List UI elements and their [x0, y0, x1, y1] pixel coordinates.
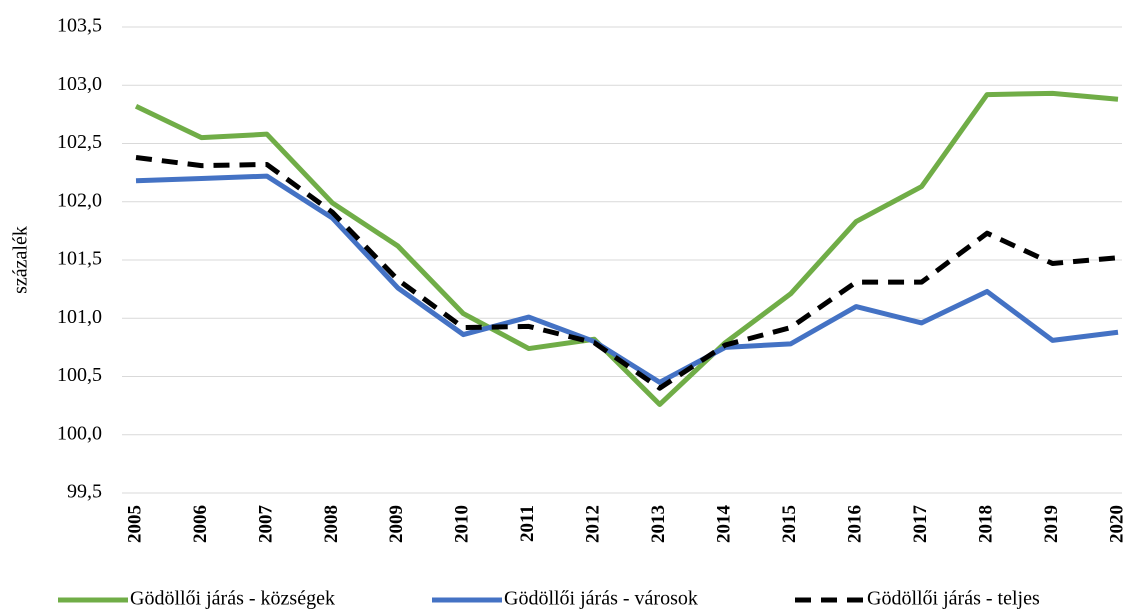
- series-line: [134, 90, 1119, 407]
- y-tick-label: 100,5: [57, 364, 102, 386]
- legend-label: Gödöllői járás - községek: [130, 588, 335, 610]
- x-tick-label: 2010: [452, 505, 473, 543]
- x-tick-label: 2019: [1041, 505, 1062, 543]
- x-tick-label: 2014: [714, 505, 735, 544]
- x-tick-label: 2017: [910, 505, 931, 544]
- y-tick-label: 101,5: [57, 248, 102, 270]
- y-tick-label: 102,5: [57, 131, 102, 153]
- x-tick-label: 2005: [124, 505, 145, 543]
- legend-label: Gödöllői járás - városok: [504, 588, 698, 610]
- y-tick-label: 99,5: [67, 481, 102, 503]
- series-line: [135, 173, 1119, 385]
- y-tick-label: 103,0: [57, 73, 102, 95]
- y-tick-label: 103,5: [57, 15, 102, 37]
- x-tick-label: 2006: [190, 505, 211, 543]
- x-tick-label: 2020: [1106, 505, 1127, 543]
- x-tick-label: 2016: [844, 505, 865, 543]
- x-tick-label: 2012: [583, 505, 604, 543]
- y-axis-label: százalék: [10, 226, 32, 294]
- x-tick-label: 2013: [648, 505, 669, 543]
- x-tick-label: 2009: [386, 505, 407, 543]
- x-tick-label: 2015: [779, 505, 800, 543]
- y-tick-label: 102,0: [57, 189, 102, 211]
- x-tick-label: 2007: [255, 505, 276, 544]
- series-line: [135, 154, 1119, 391]
- y-tick-label: 100,0: [57, 422, 102, 444]
- x-tick-label: 2011: [517, 505, 538, 542]
- y-tick-label: 101,0: [57, 306, 102, 328]
- x-tick-label: 2018: [975, 505, 996, 543]
- legend-label: Gödöllői járás - teljes: [867, 588, 1040, 610]
- x-tick-label: 2008: [321, 505, 342, 543]
